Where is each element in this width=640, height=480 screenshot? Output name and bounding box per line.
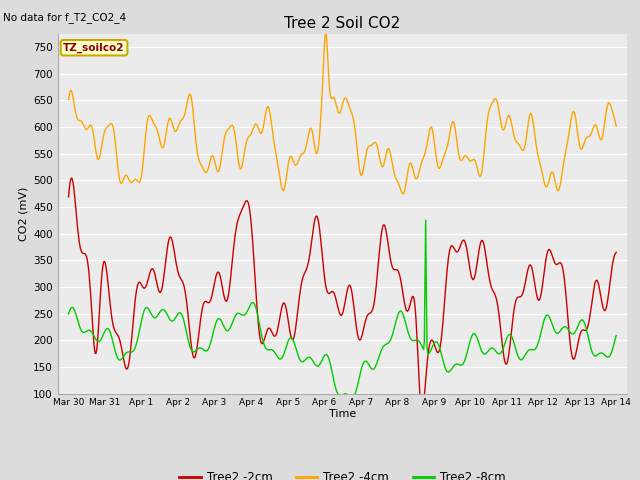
X-axis label: Time: Time [329, 409, 356, 419]
Title: Tree 2 Soil CO2: Tree 2 Soil CO2 [284, 16, 401, 31]
Legend: Tree2 -2cm, Tree2 -4cm, Tree2 -8cm: Tree2 -2cm, Tree2 -4cm, Tree2 -8cm [175, 466, 510, 480]
Text: No data for f_T2_CO2_4: No data for f_T2_CO2_4 [3, 12, 126, 23]
Text: TZ_soilco2: TZ_soilco2 [63, 43, 125, 53]
Y-axis label: CO2 (mV): CO2 (mV) [19, 186, 29, 241]
